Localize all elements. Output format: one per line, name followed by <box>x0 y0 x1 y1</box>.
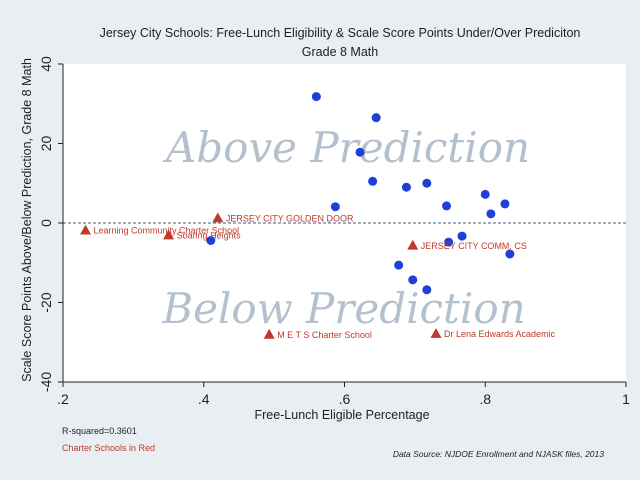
public-school-point <box>480 189 490 199</box>
public-school-point <box>442 201 452 211</box>
public-school-point <box>311 92 321 102</box>
public-school-point <box>401 182 411 192</box>
public-school-point <box>422 285 432 295</box>
chart-subtitle: Grade 8 Math <box>302 45 378 59</box>
public-school-point <box>330 202 340 212</box>
x-tick-label: .2 <box>57 391 69 407</box>
public-school-point <box>206 235 216 245</box>
charter-school-point <box>430 328 442 338</box>
charter-school-label: Dr Lena Edwards Academic <box>444 329 556 339</box>
charter-school-label: JERSEY CITY COMM. CS <box>421 241 527 251</box>
charter-school-label: Learning Community Charter School <box>94 226 240 236</box>
x-tick-label: 1 <box>622 391 630 407</box>
below-prediction-watermark: Below Prediction <box>161 284 525 333</box>
data-source-note: Data Source: NJDOE Enrollment and NJASK … <box>393 449 604 459</box>
y-axis-label: Scale Score Points Above/Below Predictio… <box>20 58 34 382</box>
r-squared-note: R-squared=0.3601 <box>62 426 137 436</box>
public-school-point <box>408 275 418 285</box>
y-axis-ticks: -40 -20 0 20 40 <box>38 56 63 392</box>
charter-school-label: M E T S Charter School <box>277 330 372 340</box>
public-school-point <box>394 260 404 270</box>
x-tick-label: .6 <box>339 391 351 407</box>
y-tick-label: 40 <box>38 56 54 72</box>
charter-school-point <box>163 229 175 240</box>
y-tick-label: -40 <box>38 372 54 392</box>
public-school-points <box>206 92 515 295</box>
y-tick-label: 0 <box>38 219 54 227</box>
y-tick-label: 20 <box>38 136 54 152</box>
chart-title: Jersey City Schools: Free-Lunch Eligibil… <box>100 26 581 40</box>
public-school-point <box>505 249 515 259</box>
charter-school-point <box>212 212 224 223</box>
x-axis-label: Free-Lunch Eligible Percentage <box>254 408 429 422</box>
public-school-point <box>355 147 365 157</box>
charter-school-point <box>407 239 419 250</box>
charter-school-point <box>263 328 275 339</box>
above-prediction-watermark: Above Prediction <box>162 123 530 172</box>
charter-school-point <box>80 224 92 235</box>
x-tick-label: .8 <box>479 391 491 407</box>
charter-school-label: JERSEY CITY GOLDEN DOOR <box>226 213 354 223</box>
public-school-point <box>422 178 432 188</box>
y-tick-label: -20 <box>38 292 54 312</box>
x-axis-ticks: .2 .4 .6 .8 1 <box>57 382 630 407</box>
public-school-point <box>457 231 467 241</box>
public-school-point <box>371 113 381 123</box>
public-school-point <box>368 176 378 186</box>
x-tick-label: .4 <box>198 391 210 407</box>
charter-school-label: Soaring Heights <box>177 230 242 240</box>
public-school-point <box>444 237 454 247</box>
charter-school-points <box>80 212 442 339</box>
charter-school-labels: Learning Community Charter SchoolSoaring… <box>94 213 556 339</box>
public-school-point <box>486 209 496 219</box>
public-school-point <box>500 199 510 209</box>
charter-color-note: Charter Schools in Red <box>62 443 155 453</box>
